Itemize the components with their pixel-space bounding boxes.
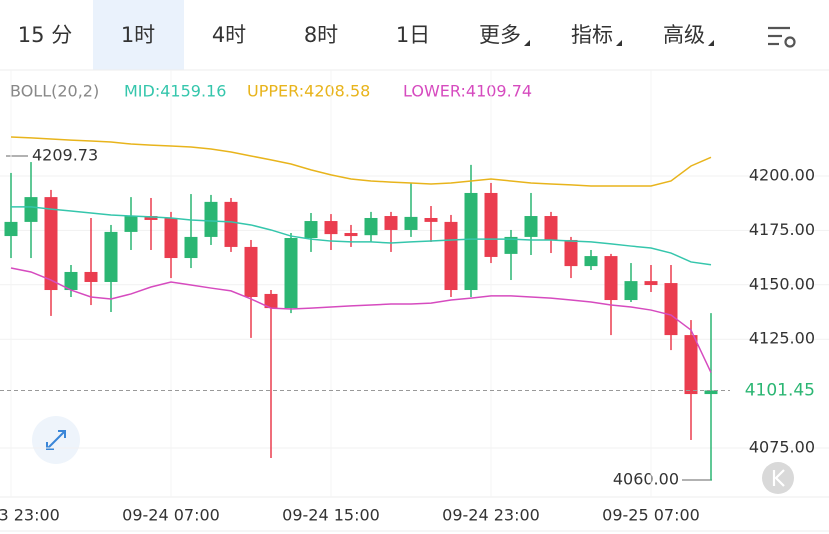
dropdown-caret xyxy=(616,40,622,46)
candle-body xyxy=(84,271,98,282)
dropdown-caret xyxy=(524,40,530,46)
tab[interactable]: 指标 xyxy=(571,23,613,47)
tab[interactable]: 更多 xyxy=(479,23,521,47)
min-label: 4060.00 xyxy=(613,470,679,489)
candle-body xyxy=(4,221,18,237)
tabs: 15 分 1时 4时 8时 1日 更多 指标 高级 xyxy=(18,23,714,47)
candle-body xyxy=(244,246,258,297)
dropdown-caret xyxy=(708,40,714,46)
settings-icon[interactable] xyxy=(768,26,796,48)
candle-body xyxy=(484,192,498,257)
candle-body xyxy=(404,216,418,230)
scroll-latest-button[interactable] xyxy=(762,462,794,494)
last-price-label: 4101.45 xyxy=(745,380,815,400)
candle-body xyxy=(164,217,178,259)
y-tick-label: 4175.00 xyxy=(749,220,815,239)
y-tick-label: 4150.00 xyxy=(749,274,815,293)
candle-body xyxy=(124,216,138,232)
candle-body xyxy=(44,197,58,291)
tab[interactable]: 15 分 xyxy=(18,23,72,47)
max-label: 4209.73 xyxy=(32,146,98,165)
boll-name: BOLL(20,2) xyxy=(10,82,99,101)
candle-body xyxy=(384,216,398,230)
candle-body xyxy=(144,216,158,220)
y-tick-label: 4200.00 xyxy=(749,165,815,184)
boll-mid: MID:4159.16 xyxy=(124,82,226,101)
candle-body xyxy=(684,335,698,395)
candle-body xyxy=(284,238,298,309)
candle-body xyxy=(184,236,198,259)
x-tick-label: 09-24 07:00 xyxy=(122,506,220,525)
candle-body xyxy=(644,281,658,286)
candle-body xyxy=(444,221,458,291)
x-tick-label: 09-24 15:00 xyxy=(282,506,380,525)
candle-body xyxy=(224,201,238,247)
candle-body xyxy=(664,283,678,336)
boll-upper: UPPER:4208.58 xyxy=(247,82,370,101)
candle-body xyxy=(364,217,378,236)
expand-button[interactable] xyxy=(32,416,80,464)
tab-selected-bg xyxy=(93,0,184,70)
boll-line xyxy=(10,136,712,187)
tab[interactable]: 1日 xyxy=(396,23,430,47)
candle-body xyxy=(344,233,358,237)
candle-body xyxy=(704,390,718,395)
boll-line xyxy=(10,267,712,373)
candle-body xyxy=(464,192,478,291)
y-tick-label: 4125.00 xyxy=(749,329,815,348)
candle-body xyxy=(204,201,218,237)
boll-line xyxy=(11,206,712,266)
last-price-box xyxy=(730,376,829,405)
candle-body xyxy=(424,217,438,222)
candle-body xyxy=(624,281,638,301)
candle-body xyxy=(64,271,78,291)
candle-body xyxy=(304,221,318,239)
candle-body xyxy=(544,216,558,240)
y-tick-label: 4075.00 xyxy=(749,438,815,457)
grid xyxy=(0,70,829,497)
x-tick-label: 09-23 23:00 xyxy=(0,506,60,525)
tab[interactable]: 8时 xyxy=(304,23,338,47)
candle-body xyxy=(104,231,118,282)
tab[interactable]: 1时 xyxy=(121,23,155,47)
tab[interactable]: 高级 xyxy=(663,23,705,47)
candle-body xyxy=(504,236,518,254)
candle-body xyxy=(264,293,278,309)
x-tick-label: 09-25 07:00 xyxy=(602,506,700,525)
boll-lower: LOWER:4109.74 xyxy=(403,82,532,101)
x-tick-label: 09-24 23:00 xyxy=(442,506,540,525)
candle-body xyxy=(524,216,538,237)
tab[interactable]: 4时 xyxy=(212,23,246,47)
candle-body xyxy=(24,197,38,222)
candle-body xyxy=(584,256,598,267)
candle-body xyxy=(564,239,578,267)
candle-body xyxy=(604,256,618,301)
candle-body xyxy=(324,221,338,235)
